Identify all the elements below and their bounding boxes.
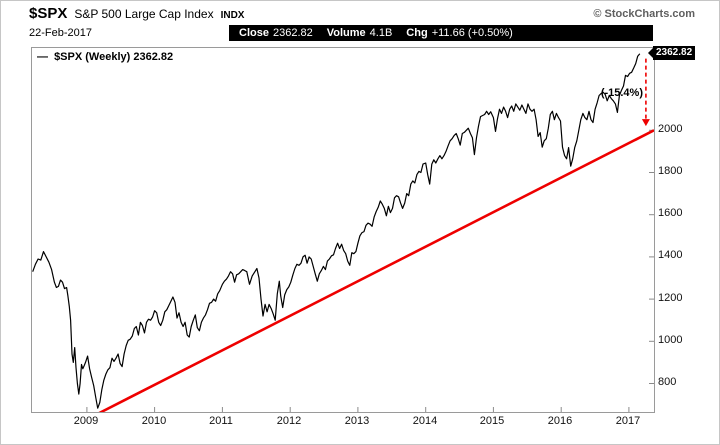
x-axis-label: 2012: [276, 415, 302, 427]
x-axis-label: 2013: [344, 415, 370, 427]
y-axis-label: 1800: [658, 165, 683, 177]
volume-value: 4.1B: [369, 27, 393, 39]
price-chart-plot: [31, 47, 655, 413]
quote-summary-bar: Close 2362.82 Volume 4.1B Chg +11.66 (+0…: [229, 25, 653, 41]
symbol: $SPX: [29, 5, 68, 22]
x-axis-label: 2014: [412, 415, 438, 427]
last-price-tag: 2362.82: [647, 46, 696, 60]
close-label: Close: [239, 27, 269, 39]
drawdown-percent-label: (-15.4%): [600, 87, 643, 99]
support-trendline: [98, 129, 654, 412]
stockcharts-watermark: © StockCharts.com: [593, 8, 695, 20]
chg-value: +11.66 (+0.50%): [431, 27, 513, 39]
chart-date: 22-Feb-2017: [29, 27, 92, 39]
y-axis-label: 1200: [658, 292, 683, 304]
volume-label: Volume: [326, 27, 366, 39]
legend-line-marker: —: [37, 51, 48, 63]
x-axis-label: 2009: [73, 415, 99, 427]
x-axis-label: 2017: [615, 415, 641, 427]
price-line: [32, 53, 641, 409]
index-name: S&P 500 Large Cap Index: [74, 7, 214, 21]
x-axis-label: 2015: [479, 415, 505, 427]
x-axis-label: 2016: [547, 415, 573, 427]
x-axis-label: 2011: [209, 415, 233, 427]
chart-svg: [32, 53, 654, 412]
exchange-label: INDX: [220, 10, 245, 21]
chg-label: Chg: [406, 27, 428, 39]
x-axis-label: 2010: [141, 415, 167, 427]
close-value: 2362.82: [272, 27, 313, 39]
y-axis-label: 2000: [658, 123, 683, 135]
y-axis-label: 800: [658, 376, 677, 388]
chart-legend: — $SPX (Weekly) 2362.82: [37, 51, 173, 63]
y-axis-label: 1400: [658, 249, 683, 261]
y-axis-label: 1000: [658, 334, 683, 346]
y-axis-label: 1600: [658, 207, 683, 219]
drawdown-arrowhead-icon: [641, 119, 650, 127]
legend-text: $SPX (Weekly) 2362.82: [54, 51, 174, 63]
chart-header: $SPX S&P 500 Large Cap Index INDX: [29, 5, 244, 22]
